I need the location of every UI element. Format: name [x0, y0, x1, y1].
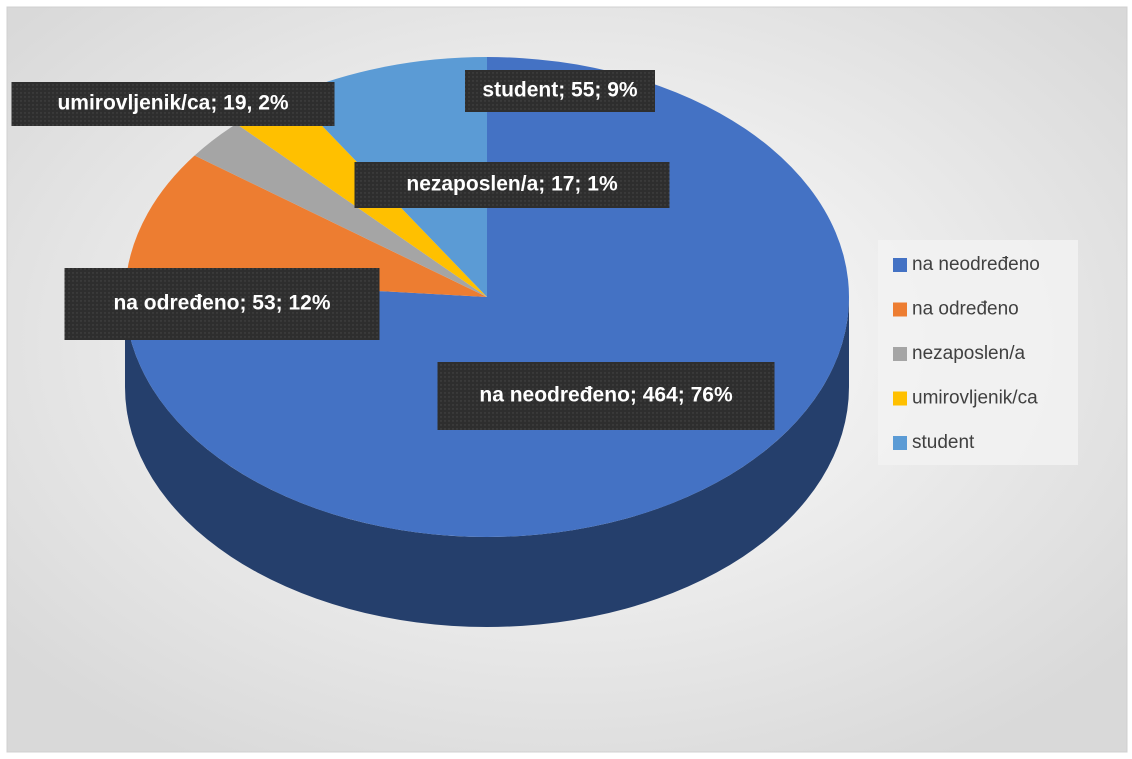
legend-label: umirovljenik/ca — [912, 388, 1038, 409]
data-label: na određeno; 53; 12% — [113, 292, 330, 315]
legend-swatch — [893, 347, 907, 361]
data-label: student; 55; 9% — [482, 79, 638, 102]
legend-label: student — [912, 432, 975, 453]
legend-box — [878, 240, 1078, 465]
data-label: na neodređeno; 464; 76% — [479, 384, 733, 407]
data-label-box — [11, 82, 335, 126]
legend-label: na neodređeno — [912, 254, 1040, 275]
legend-swatch — [893, 436, 907, 450]
slice — [126, 155, 487, 297]
slice — [194, 123, 488, 297]
legend-label: nezaposlen/a — [912, 343, 1025, 364]
data-label: umirovljenik/ca; 19, 2% — [57, 92, 288, 115]
data-label-box — [465, 70, 655, 112]
legend-swatch — [893, 391, 907, 406]
data-label-box — [64, 268, 380, 340]
legend-swatch — [893, 258, 907, 272]
slice-side — [125, 297, 849, 627]
data-label-box — [437, 362, 775, 430]
legend-label: na određeno — [912, 299, 1019, 320]
legend-swatch — [893, 302, 907, 317]
data-label-box — [354, 162, 670, 208]
data-label: nezaposlen/a; 17; 1% — [406, 173, 618, 196]
